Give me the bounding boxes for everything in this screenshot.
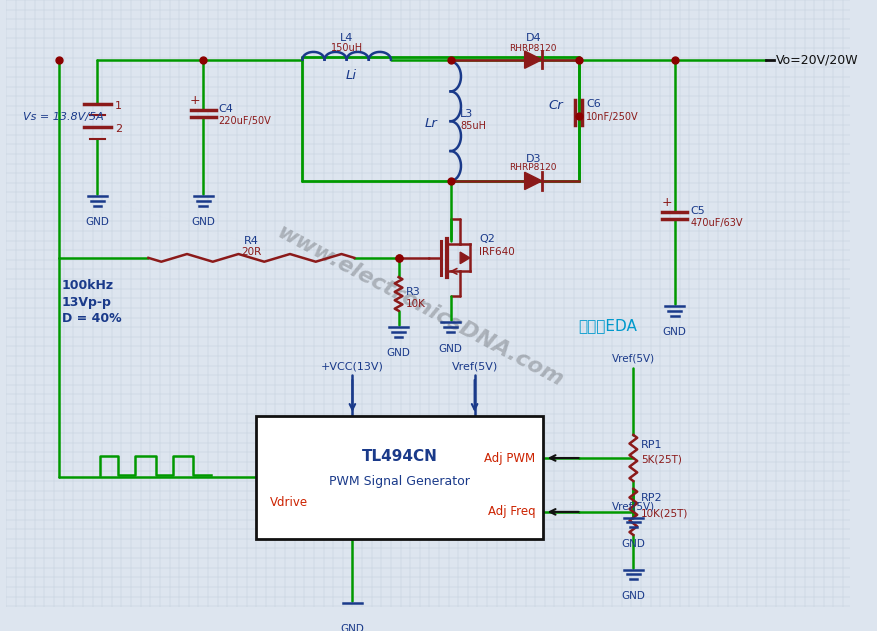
Text: D4: D4 xyxy=(525,33,541,44)
Text: R4: R4 xyxy=(244,237,259,246)
Text: Cr: Cr xyxy=(548,99,563,112)
Text: GND: GND xyxy=(85,218,110,227)
Text: Li: Li xyxy=(346,69,357,82)
Text: 2: 2 xyxy=(115,124,122,134)
Text: +VCC(13V): +VCC(13V) xyxy=(321,362,384,372)
Text: GND: GND xyxy=(438,343,462,353)
Text: Adj PWM: Adj PWM xyxy=(484,452,535,464)
Text: GND: GND xyxy=(622,591,645,601)
Text: 1: 1 xyxy=(115,101,122,111)
Text: PWM Signal Generator: PWM Signal Generator xyxy=(329,475,470,488)
Text: C5: C5 xyxy=(690,206,705,216)
Text: 10K: 10K xyxy=(406,299,426,309)
Text: GND: GND xyxy=(340,625,364,631)
Text: Adj Freq: Adj Freq xyxy=(488,505,535,519)
Text: Vref(5V): Vref(5V) xyxy=(452,362,498,372)
Text: 5K(25T): 5K(25T) xyxy=(641,455,682,465)
Text: GND: GND xyxy=(663,327,687,337)
Text: RP2: RP2 xyxy=(641,493,663,504)
Text: Vdrive: Vdrive xyxy=(269,496,308,509)
Text: 470uF/63V: 470uF/63V xyxy=(690,218,743,228)
Text: RHRP8120: RHRP8120 xyxy=(510,163,557,172)
Text: Q2: Q2 xyxy=(480,233,496,244)
Text: 10K(25T): 10K(25T) xyxy=(641,509,688,519)
Text: C6: C6 xyxy=(586,99,601,109)
Text: TL494CN: TL494CN xyxy=(361,449,438,464)
Text: R3: R3 xyxy=(406,286,421,297)
Polygon shape xyxy=(524,51,542,68)
Text: +: + xyxy=(661,196,672,209)
Text: RHRP8120: RHRP8120 xyxy=(510,44,557,53)
Text: 20R: 20R xyxy=(241,247,261,257)
Bar xyxy=(256,416,543,539)
Text: Vs = 13.8V/5A: Vs = 13.8V/5A xyxy=(24,112,104,122)
Text: Lr: Lr xyxy=(424,117,437,129)
Polygon shape xyxy=(460,252,470,264)
Text: 13Vp-p: 13Vp-p xyxy=(61,296,111,309)
Text: 100kHz: 100kHz xyxy=(61,280,114,292)
Text: D3: D3 xyxy=(525,153,541,163)
Text: L4: L4 xyxy=(340,33,353,44)
Text: GND: GND xyxy=(387,348,410,358)
Text: GND: GND xyxy=(622,539,645,549)
Text: 嘉立创EDA: 嘉立创EDA xyxy=(579,318,638,333)
Text: Vo=20V/20W: Vo=20V/20W xyxy=(776,53,859,66)
Text: 150uH: 150uH xyxy=(331,43,363,53)
Text: D = 40%: D = 40% xyxy=(61,312,121,325)
Polygon shape xyxy=(524,172,542,189)
Text: 10nF/250V: 10nF/250V xyxy=(586,112,638,122)
Text: 220uF/50V: 220uF/50V xyxy=(218,116,271,126)
Text: RP1: RP1 xyxy=(641,440,662,449)
Text: +: + xyxy=(189,94,200,107)
Text: GND: GND xyxy=(191,218,215,227)
Text: www.electronicsDNA.com: www.electronicsDNA.com xyxy=(273,221,567,390)
Text: Vref(5V): Vref(5V) xyxy=(612,354,655,363)
Text: Vref(5V): Vref(5V) xyxy=(612,502,655,512)
Text: IRF640: IRF640 xyxy=(480,247,515,257)
Text: L3: L3 xyxy=(460,109,474,119)
Text: C4: C4 xyxy=(218,103,233,114)
Text: 85uH: 85uH xyxy=(460,121,486,131)
